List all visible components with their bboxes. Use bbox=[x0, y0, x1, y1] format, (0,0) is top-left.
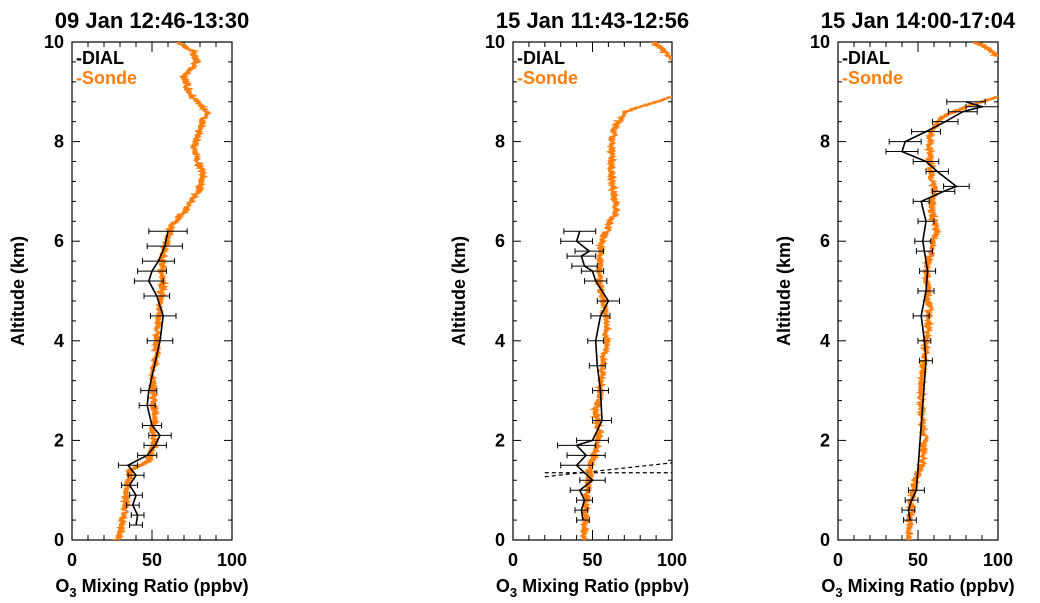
dial-series bbox=[117, 228, 188, 529]
x-tick-label: 50 bbox=[142, 550, 162, 570]
y-tick-label: 4 bbox=[820, 331, 830, 351]
y-tick-label: 2 bbox=[54, 430, 64, 450]
plot-area bbox=[885, 42, 998, 540]
dial-line bbox=[126, 231, 169, 526]
x-tick-label: 50 bbox=[908, 550, 928, 570]
x-axis-label-rest: Mixing Ratio (ppbv) bbox=[517, 576, 689, 596]
sonde-series bbox=[650, 42, 672, 61]
sonde-line bbox=[579, 96, 672, 540]
x-axis-label-base: O bbox=[821, 576, 835, 596]
y-tick-label: 6 bbox=[495, 231, 505, 251]
y-tick-label: 2 bbox=[820, 430, 830, 450]
sonde-line-jitter bbox=[974, 42, 998, 57]
x-axis-label-subscript: 3 bbox=[510, 585, 517, 600]
dial-line bbox=[901, 101, 985, 521]
sonde-line-jitter bbox=[652, 42, 672, 60]
chart-title: 09 Jan 12:46-13:30 bbox=[55, 8, 249, 33]
chart-title: 15 Jan 14:00-17:04 bbox=[821, 8, 1016, 33]
x-axis-label: O3 Mixing Ratio (ppbv) bbox=[496, 576, 689, 600]
chart-title: 15 Jan 11:43-12:56 bbox=[496, 8, 689, 33]
y-axis-label: Altitude (km) bbox=[774, 236, 794, 346]
sonde-line-jitter bbox=[115, 42, 212, 540]
sonde-series bbox=[904, 96, 998, 540]
y-axis-label: Altitude (km) bbox=[8, 236, 28, 346]
y-axis-label: Altitude (km) bbox=[449, 236, 469, 346]
x-axis-label-rest: Mixing Ratio (ppbv) bbox=[77, 576, 249, 596]
y-tick-label: 6 bbox=[54, 231, 64, 251]
x-tick-label: 100 bbox=[217, 550, 247, 570]
plot-frame bbox=[71, 41, 233, 541]
x-axis-label-base: O bbox=[55, 576, 69, 596]
legend-dial: -DIAL bbox=[76, 48, 124, 68]
y-tick-label: 2 bbox=[495, 430, 505, 450]
y-tick-label: 8 bbox=[54, 132, 64, 152]
x-tick-label: 0 bbox=[67, 550, 77, 570]
y-tick-label: 10 bbox=[810, 32, 830, 52]
x-axis-label-subscript: 3 bbox=[69, 585, 76, 600]
legend-sonde: -Sonde bbox=[842, 68, 903, 88]
x-axis-label: O3 Mixing Ratio (ppbv) bbox=[821, 576, 1014, 600]
legend-dial: -DIAL bbox=[842, 48, 890, 68]
plot-area bbox=[544, 42, 672, 540]
legend-sonde: -Sonde bbox=[76, 68, 137, 88]
dial-series bbox=[557, 228, 621, 524]
legend: -DIAL-Sonde bbox=[76, 48, 137, 88]
x-axis-label-subscript: 3 bbox=[835, 585, 842, 600]
sonde-line-jitter bbox=[582, 96, 672, 540]
dial-line bbox=[575, 230, 610, 521]
y-tick-label: 8 bbox=[495, 132, 505, 152]
sonde-series bbox=[579, 96, 672, 540]
dashed-line-1 bbox=[544, 462, 672, 478]
y-tick-label: 0 bbox=[820, 530, 830, 550]
legend-sonde: -Sonde bbox=[517, 68, 578, 88]
x-tick-label: 50 bbox=[582, 550, 602, 570]
legend: -DIAL-Sonde bbox=[517, 48, 578, 88]
dial-series bbox=[885, 98, 998, 524]
y-tick-label: 4 bbox=[495, 331, 505, 351]
y-tick-label: 0 bbox=[54, 530, 64, 550]
x-tick-label: 100 bbox=[983, 550, 1013, 570]
legend: -DIAL-Sonde bbox=[842, 48, 903, 88]
plot-area bbox=[112, 42, 212, 540]
x-axis-label-rest: Mixing Ratio (ppbv) bbox=[843, 576, 1015, 596]
y-tick-label: 4 bbox=[54, 331, 64, 351]
y-tick-label: 10 bbox=[44, 32, 64, 52]
x-tick-label: 0 bbox=[508, 550, 518, 570]
x-tick-label: 100 bbox=[657, 550, 687, 570]
legend-dial: -DIAL bbox=[517, 48, 565, 68]
sonde-series bbox=[972, 42, 998, 58]
y-tick-label: 10 bbox=[485, 32, 505, 52]
x-tick-label: 0 bbox=[833, 550, 843, 570]
y-tick-label: 0 bbox=[495, 530, 505, 550]
x-axis-label: O3 Mixing Ratio (ppbv) bbox=[55, 576, 248, 600]
x-axis-label-base: O bbox=[496, 576, 510, 596]
y-tick-label: 8 bbox=[820, 132, 830, 152]
y-tick-label: 6 bbox=[820, 231, 830, 251]
sonde-series bbox=[112, 42, 212, 540]
